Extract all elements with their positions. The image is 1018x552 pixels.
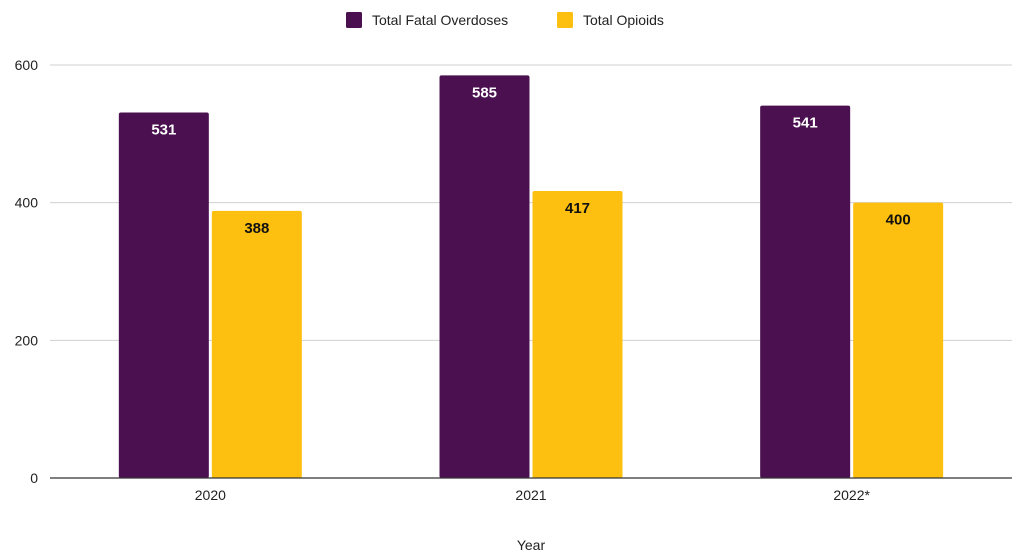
x-axis-title: Year (517, 537, 546, 552)
bar-value-label: 400 (886, 212, 911, 229)
bar-fatal-overdoses (439, 75, 530, 478)
y-tick-label: 400 (15, 195, 39, 211)
bar-value-label: 388 (244, 220, 269, 237)
data-labels: 531 388 585 417 541 400 (151, 84, 910, 237)
x-tick-label: 2022* (833, 487, 870, 503)
bar-value-label: 541 (793, 115, 818, 132)
x-tick-label: 2021 (515, 487, 546, 503)
bar-opioids (532, 190, 623, 478)
y-tick-label: 200 (15, 332, 39, 348)
legend-label: Total Fatal Overdoses (372, 12, 508, 28)
bar-opioids (853, 202, 944, 478)
grid-lines (50, 64, 1012, 341)
legend-swatch (557, 12, 573, 28)
bar-opioids (211, 210, 302, 478)
bar-value-label: 585 (472, 84, 497, 101)
bar-value-label: 531 (151, 121, 176, 138)
bar-value-label: 417 (565, 200, 590, 217)
legend: Total Fatal Overdoses Total Opioids (346, 12, 664, 28)
legend-label: Total Opioids (583, 12, 664, 28)
y-tick-label: 0 (30, 470, 38, 486)
x-tick-label: 2020 (195, 487, 226, 503)
axes: 0 200 400 600 2020 2021 2022* (15, 57, 1012, 503)
y-tick-label: 600 (15, 57, 39, 73)
bars (118, 75, 944, 479)
legend-swatch (346, 12, 362, 28)
bar-fatal-overdoses (118, 112, 209, 479)
bar-fatal-overdoses (760, 105, 851, 478)
